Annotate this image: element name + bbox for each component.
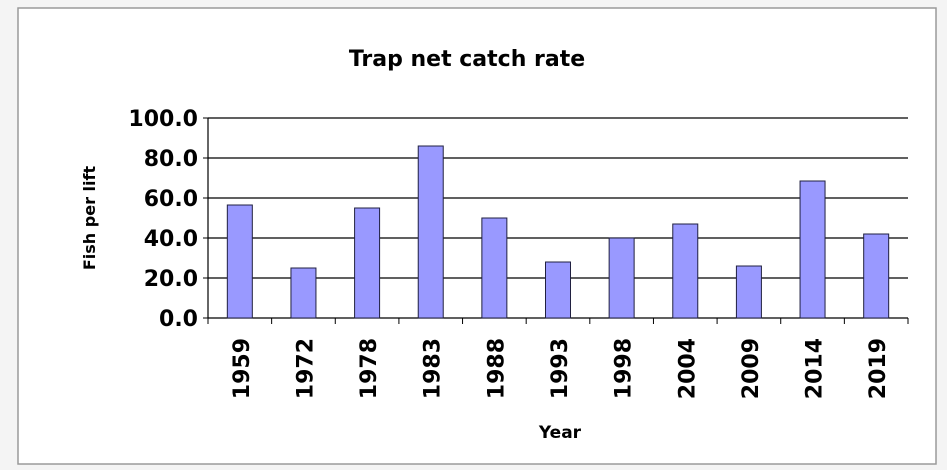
bar bbox=[417, 145, 444, 319]
chart-title: Trap net catch rate bbox=[349, 47, 585, 72]
x-tick-label: 2019 bbox=[866, 338, 891, 399]
x-tick-label: 2014 bbox=[803, 338, 828, 399]
x-tick-label: 1972 bbox=[293, 338, 318, 399]
bar bbox=[354, 207, 381, 319]
y-tick-label: 60.0 bbox=[144, 187, 198, 212]
x-tick-label: 1978 bbox=[357, 338, 382, 399]
x-tick-label: 1998 bbox=[612, 338, 637, 399]
bar bbox=[799, 180, 826, 319]
x-tick-label: 1959 bbox=[230, 338, 255, 399]
bar bbox=[672, 223, 699, 319]
y-tick-label: 20.0 bbox=[144, 267, 198, 292]
bar bbox=[863, 233, 890, 319]
chart-frame bbox=[17, 7, 937, 465]
x-axis-label: Year bbox=[538, 423, 582, 443]
bar bbox=[226, 204, 253, 319]
x-tick-label: 2009 bbox=[739, 338, 764, 399]
x-tick-label: 1993 bbox=[548, 338, 573, 399]
y-tick-label: 80.0 bbox=[144, 147, 198, 172]
y-tick-label: 100.0 bbox=[128, 107, 198, 132]
bar bbox=[608, 237, 635, 319]
bar bbox=[290, 267, 317, 319]
y-axis-label: Fish per lift bbox=[80, 166, 99, 271]
x-tick-label: 1983 bbox=[421, 338, 446, 399]
y-tick-label: 0.0 bbox=[159, 307, 198, 332]
y-tick-label: 40.0 bbox=[144, 227, 198, 252]
bar bbox=[545, 261, 571, 319]
x-tick-label: 1988 bbox=[484, 338, 509, 399]
bar bbox=[481, 217, 508, 319]
x-tick-label: 2004 bbox=[675, 338, 700, 399]
bar bbox=[735, 265, 762, 319]
